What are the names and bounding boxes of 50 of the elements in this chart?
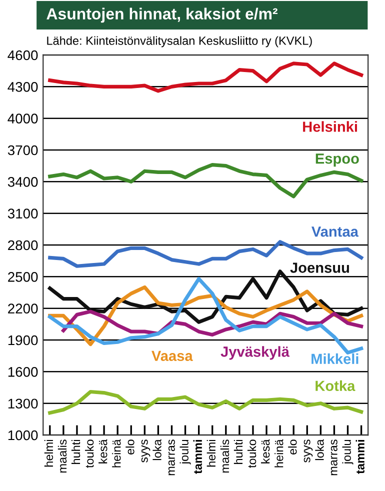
text: Vaasa (152, 350, 193, 362)
x-tick-label: kesä (98, 439, 108, 464)
series-label: Jyväskylä (220, 346, 290, 360)
x-tick-label: joulu (342, 440, 354, 464)
x-tick-label: elo (126, 440, 134, 454)
line-series (48, 62, 364, 93)
x-tick-label: syys (141, 440, 150, 462)
series-label: Espoo (316, 154, 359, 167)
series-label: Vantaa (312, 226, 359, 237)
y-tick-label: 1900 (8, 335, 38, 346)
x-tick-label: heinä (274, 439, 284, 468)
y-tick-label: 3400 (8, 177, 38, 187)
x-tick-label: touko (85, 440, 94, 468)
y-tick-label: 3100 (8, 208, 38, 219)
x-tick-label: touko (247, 440, 256, 468)
x-tick-label: helmi (206, 440, 216, 467)
x-tick-label: loka (315, 439, 324, 460)
y-tick-label: 2800 (8, 240, 38, 250)
y-tick-label: 1300 (8, 398, 38, 409)
x-tick-label: elo (288, 440, 297, 454)
chart-title: Asuntojen hinnat, kaksiot e/m² (46, 8, 278, 23)
x-tick-label: joulu (180, 440, 191, 464)
y-tick-label: 4600 (8, 50, 38, 60)
x-tick-label: tammi (193, 440, 202, 474)
x-tick-label: maalis (58, 440, 67, 473)
series-label: Kotka (316, 380, 356, 392)
y-tick-label: 4300 (8, 82, 38, 92)
text: Helsinki (303, 121, 357, 132)
series-label: Mikkeli (312, 353, 358, 364)
x-tick-label: maalis (220, 440, 230, 473)
y-tick-label: 2500 (8, 272, 38, 282)
y-tick-label: 3700 (8, 145, 38, 156)
x-tick-label: kesä (261, 439, 270, 464)
x-tick-label: helmi (44, 440, 54, 467)
text: Lähde: Kiinteistönvälitysalan Keskusliitto ry (KVKL) (47, 36, 312, 48)
x-tick-label: huhti (234, 440, 243, 464)
x-tick-label: syys (304, 440, 313, 462)
line-series (62, 310, 364, 337)
y-tick-label: 1600 (8, 367, 38, 377)
y-tick-label: 2200 (8, 304, 38, 314)
x-tick-label: huhti (71, 440, 80, 464)
x-tick-label: marras (168, 440, 175, 476)
x-tick-label: heinä (112, 439, 121, 468)
line-series (48, 390, 364, 415)
x-tick-label: loka (152, 439, 162, 460)
series-label: Joensuu (290, 262, 349, 273)
y-tick-label: 1000 (8, 430, 38, 440)
y-tick-label: 4000 (8, 114, 38, 124)
x-tick-label: marras (330, 440, 338, 476)
x-tick-label: tammi (356, 440, 364, 474)
